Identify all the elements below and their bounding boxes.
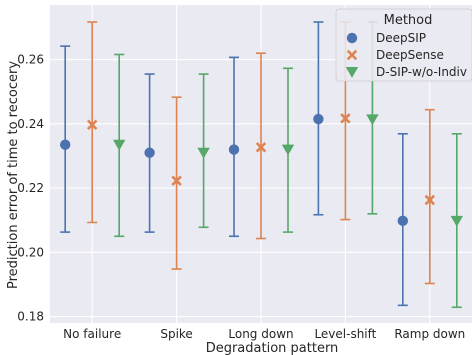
data-point — [281, 144, 295, 156]
legend-box — [335, 8, 472, 82]
legend-item: D-SIP-w/o-Indiv — [345, 65, 467, 79]
legend-item: DeepSIP — [346, 31, 426, 45]
legend-title: Method — [384, 13, 433, 28]
data-point — [197, 147, 210, 159]
x-tick-label: Ramp down — [394, 327, 465, 341]
data-point — [366, 114, 379, 126]
data-point — [228, 144, 240, 155]
data-point-stroke-b — [86, 119, 98, 131]
data-point — [397, 215, 408, 227]
data-point — [313, 113, 324, 125]
data-point — [86, 119, 98, 131]
y-tick-labels: 0.18 0.20 0.22 0.24 0.26 — [17, 53, 44, 324]
y-tick-label: 0.18 — [17, 310, 44, 324]
data-point — [450, 215, 463, 227]
legend-label: D-SIP-w/o-Indiv — [376, 65, 467, 79]
data-point — [113, 139, 126, 151]
legend-label: DeepSense — [376, 48, 444, 62]
x-tick-label: Spike — [160, 327, 192, 341]
y-tick-label: 0.26 — [17, 53, 44, 67]
x-axis-label: Degradation pattern — [206, 341, 339, 355]
data-point-stroke-b — [424, 194, 436, 206]
legend-marker — [346, 49, 358, 61]
legend-label: DeepSIP — [376, 31, 426, 45]
data-point — [144, 147, 155, 158]
legend-marker-stroke-b — [346, 49, 358, 61]
x-tick-label: Level-shift — [314, 327, 376, 341]
y-axis-label: Prediction error of time to recocery — [6, 61, 21, 289]
x-tick-label: No failure — [63, 327, 121, 341]
data-point — [340, 113, 351, 124]
data-point-stroke-b — [255, 142, 267, 153]
legend-marker — [345, 67, 359, 78]
data-point — [255, 142, 267, 153]
data-point-stroke-b — [171, 175, 182, 186]
data-point — [171, 175, 182, 186]
x-tick-labels: No failure Spike Long down Level-shift Ramp … — [63, 327, 465, 341]
y-tick-label: 0.20 — [17, 245, 44, 259]
data-point-stroke-b — [340, 113, 351, 124]
legend-item: DeepSense — [346, 48, 444, 62]
x-tick-label: Long down — [228, 327, 293, 341]
series-1 — [86, 21, 436, 285]
y-tick-label: 0.22 — [17, 181, 44, 195]
y-tick-label: 0.24 — [17, 117, 44, 131]
series-0 — [59, 21, 408, 307]
legend-items: DeepSIP DeepSense D-SIP-w/o-Indiv — [345, 31, 467, 79]
data-point — [424, 194, 436, 206]
legend-marker — [346, 32, 358, 44]
data-point — [59, 139, 71, 150]
legend: Method DeepSIP DeepSense D-SIP-w/o-Indiv — [335, 8, 472, 82]
